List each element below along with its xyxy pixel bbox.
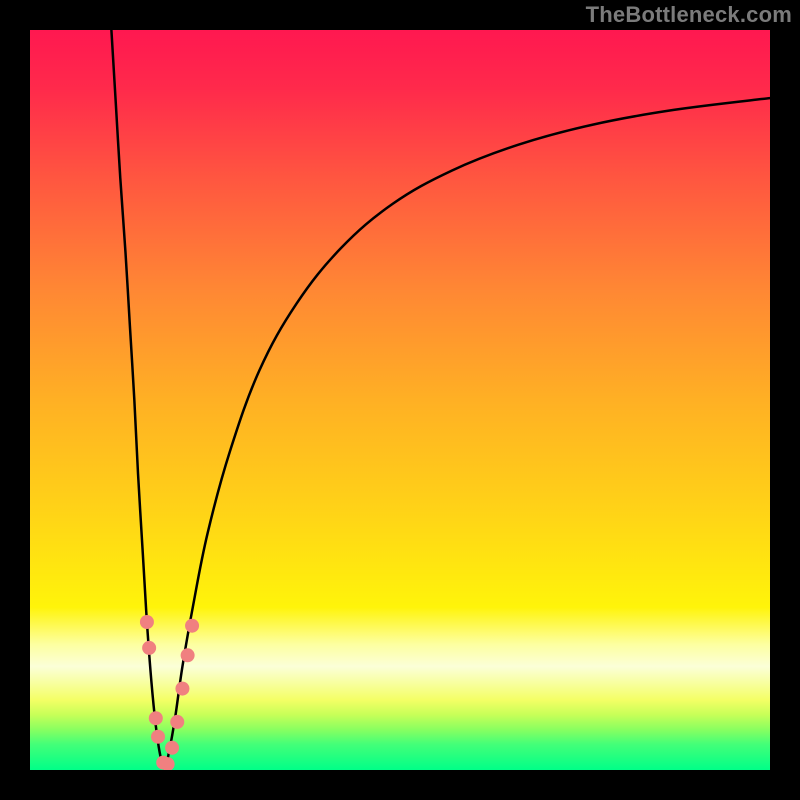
data-marker <box>142 641 156 655</box>
data-marker <box>151 730 165 744</box>
data-marker <box>170 715 184 729</box>
chart-background-gradient <box>30 30 770 770</box>
data-marker <box>185 619 199 633</box>
chart-canvas: TheBottleneck.com <box>0 0 800 800</box>
data-marker <box>161 757 175 771</box>
data-marker <box>140 615 154 629</box>
data-marker <box>175 682 189 696</box>
bottleneck-chart <box>0 0 800 800</box>
data-marker <box>165 741 179 755</box>
watermark-text: TheBottleneck.com <box>586 2 792 28</box>
data-marker <box>149 711 163 725</box>
data-marker <box>181 648 195 662</box>
